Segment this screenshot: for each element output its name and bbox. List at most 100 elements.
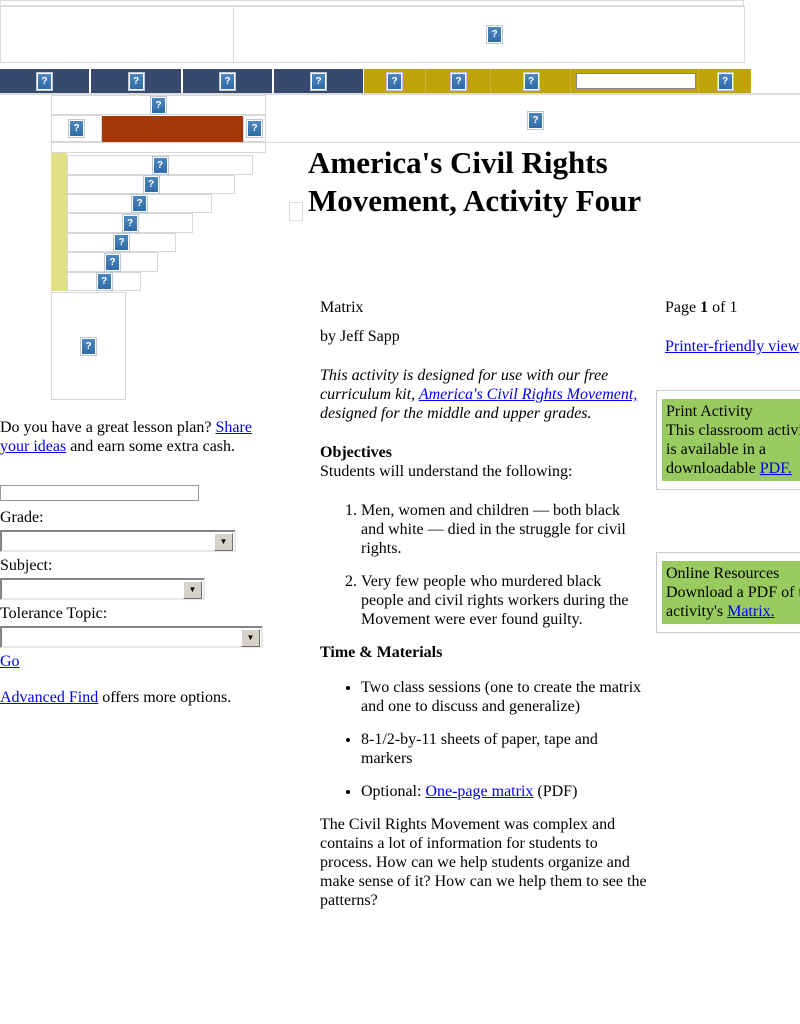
broken-image-icon: ? [523, 72, 539, 90]
top-strip [0, 0, 744, 6]
grade-label: Grade: [0, 509, 44, 526]
masthead-banner-broken-image-icon[interactable]: ? [487, 26, 502, 43]
broken-image-icon: ? [114, 234, 129, 251]
broken-image-icon: ? [151, 96, 166, 114]
dropdown-arrow-icon[interactable]: ▼ [241, 629, 260, 647]
sidebar-banner-right[interactable]: ? [243, 115, 266, 142]
advanced-find-link[interactable]: Advanced Find [0, 689, 99, 706]
article-body: Matrix by Jeff Sapp This activity is des… [320, 298, 647, 920]
nav-item-6[interactable]: ? [425, 69, 491, 93]
advanced-find-text: offers more options. [98, 689, 232, 706]
broken-image-icon: ? [96, 273, 112, 290]
subject-label: Subject: [0, 557, 53, 574]
objectives-block: Objectives Students will understand the f… [320, 443, 647, 481]
material-text: Optional: [361, 783, 426, 800]
print-activity-title: Print Activity [666, 403, 753, 420]
sidebar-banner-top[interactable]: ? [51, 95, 266, 115]
sidebar-tree-item-6[interactable]: ? [67, 252, 158, 272]
go-link[interactable]: Go [0, 653, 20, 670]
closing-paragraph: The Civil Rights Movement was complex an… [320, 816, 647, 909]
broken-image-icon: ? [122, 214, 138, 232]
broken-image-icon: ? [132, 195, 147, 212]
broken-image-icon: ? [311, 72, 326, 90]
sidebar-promo-image-box[interactable]: ? [51, 292, 126, 400]
print-activity-box: Print Activity This classroom activity i… [656, 390, 800, 490]
nav-item-5[interactable]: ? [364, 69, 425, 93]
advanced-find-note: Advanced Find offers more options. [0, 688, 240, 707]
sidebar-tree-highlight-bar [51, 153, 67, 291]
dropdown-arrow-icon[interactable]: ▼ [183, 581, 202, 599]
nav-item-1[interactable]: ? [0, 69, 89, 93]
curriculum-kit-link[interactable]: America's Civil Rights Movement, [418, 386, 638, 403]
broken-image-icon: ? [451, 72, 466, 90]
nav-item-7[interactable]: ? [490, 69, 571, 93]
article-byline: by Jeff Sapp [320, 328, 400, 345]
sidebar-tree-item-1[interactable]: ? [67, 155, 253, 175]
matrix-pdf-link[interactable]: Matrix. [727, 603, 775, 620]
sidebar-tree-item-5[interactable]: ? [67, 233, 176, 252]
online-resources-text: Download a PDF of this activity's [666, 584, 800, 620]
subject-select[interactable]: ▼ [0, 578, 205, 600]
one-page-matrix-link[interactable]: One-page matrix [425, 783, 534, 800]
broken-image-icon: ? [69, 120, 84, 137]
sidebar-tree-item-2[interactable]: ? [67, 175, 235, 194]
sidebar-red-banner-image[interactable] [102, 116, 243, 142]
page-total: of 1 [708, 299, 738, 316]
objectives-heading: Objectives [320, 444, 392, 461]
page-number: 1 [700, 299, 709, 316]
intro-text-after: designed for the middle and upper grades… [320, 405, 592, 422]
page-title: America's Civil Rights Movement, Activit… [308, 145, 642, 218]
sidebar-banner-spacer [51, 142, 266, 153]
broken-image-icon: ? [128, 72, 144, 90]
tolerance-topic-label: Tolerance Topic: [0, 605, 108, 622]
broken-image-icon: ? [387, 72, 402, 90]
online-resources-title: Online Resources [666, 565, 780, 582]
print-activity-text: This classroom activity is available in … [666, 422, 800, 477]
article-intro: This activity is designed for use with o… [320, 366, 647, 423]
masthead-divider [233, 6, 234, 63]
article-heading: Matrix [320, 299, 364, 316]
broken-image-icon: ? [143, 176, 159, 193]
broken-image-icon: ? [81, 337, 96, 355]
dropdown-arrow-icon[interactable]: ▼ [214, 533, 233, 551]
time-materials-heading: Time & Materials [320, 644, 443, 661]
promo-text-after: and earn some extra cash. [66, 438, 236, 455]
nav-item-4[interactable]: ? [274, 69, 363, 93]
nav-item-2[interactable]: ? [91, 69, 181, 93]
materials-list: Two class sessions (one to create the ma… [320, 678, 647, 801]
objectives-list: Men, women and children — both black and… [320, 501, 647, 629]
broken-image-icon: ? [717, 72, 733, 90]
page-word: Page [665, 299, 701, 316]
intro-text: This activity is designed for use with o… [320, 367, 609, 403]
nav-item-3[interactable]: ? [183, 69, 272, 93]
sidebar-tree-item-7[interactable]: ? [67, 272, 141, 291]
broken-image-icon: ? [152, 156, 168, 174]
sidebar-tree-item-4[interactable]: ? [67, 213, 193, 233]
pdf-download-link[interactable]: PDF. [759, 460, 792, 477]
promo-text: Do you have a great lesson plan? [0, 419, 216, 436]
broken-image-icon: ? [220, 72, 235, 90]
print-activity-content: Print Activity This classroom activity i… [662, 399, 800, 481]
objective-item: Men, women and children — both black and… [361, 501, 647, 558]
lesson-plan-promo: Do you have a great lesson plan? Share y… [0, 418, 272, 456]
share-your-ideas-link[interactable]: Share your ideas [0, 419, 252, 455]
material-text-after: (PDF) [533, 783, 578, 800]
nav-search-go[interactable]: ? [698, 69, 751, 93]
grade-select[interactable]: ▼ [0, 530, 236, 552]
sidebar-banner-left[interactable]: ? [51, 115, 102, 142]
sidebar-tree-item-3[interactable]: ? [67, 194, 212, 213]
broken-image-icon: ? [37, 72, 52, 90]
article-header-rule [266, 142, 800, 143]
nav-search-input[interactable] [576, 73, 696, 89]
broken-image-icon: ? [105, 253, 120, 271]
article-header-broken-image-icon: ? [528, 112, 543, 129]
broken-image-icon: ? [247, 120, 262, 137]
objectives-intro: Students will understand the following: [320, 463, 573, 480]
tolerance-topic-select[interactable]: ▼ [0, 626, 263, 648]
nav-bottom-rule [0, 93, 800, 95]
page-indicator: Page 1 of 1 [665, 299, 737, 317]
printer-friendly-link[interactable]: Printer-friendly view [665, 338, 800, 355]
keyword-search-input[interactable] [0, 485, 199, 501]
online-resources-box: Online Resources Download a PDF of this … [656, 552, 800, 633]
title-bullet-placeholder [289, 202, 303, 221]
